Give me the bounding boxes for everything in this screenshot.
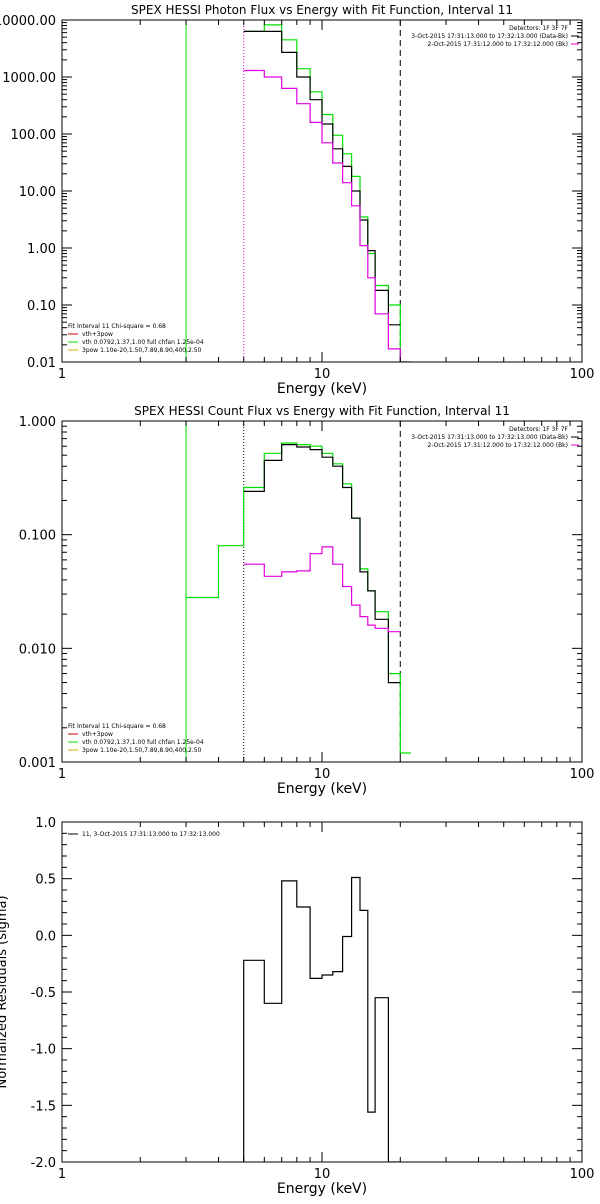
series-vth-3pow [243, 24, 411, 362]
axes-frame [61, 19, 583, 363]
y-tick-label: -1.0 [31, 1043, 56, 1058]
y-tick-label: -2.0 [31, 1156, 56, 1171]
x-tick-label: 100 [570, 367, 595, 382]
legend-left-entry: vth 0.0792,1.37,1.00 full chfan 1.25e-04 [82, 339, 204, 346]
series-data-1 [243, 30, 401, 326]
legend-left-entry: vth 0.0792,1.37,1.00 full chfan 1.25e-04 [82, 739, 204, 746]
series-data-1 [243, 444, 401, 684]
x-tick-label: 10 [314, 1167, 331, 1182]
legend-left-entry: vth+3pow [82, 731, 113, 738]
y-tick-label: 10.00 [19, 185, 56, 200]
legend-left-entry: vth+3pow [82, 331, 113, 338]
y-tick-label: 1.0 [35, 816, 56, 831]
legend-right-entry: 3-Oct-2015 17:31:13.000 to 17:32:13.000 … [411, 434, 568, 441]
y-tick-label: 0.100 [19, 529, 56, 544]
y-tick-label: 0.10 [27, 299, 56, 314]
x-tick-label: 100 [570, 767, 595, 782]
legend-right-entry: Detectors: 1F 3F 7F [509, 426, 568, 433]
x-tick-label: 10 [314, 367, 331, 382]
chart-title: SPEX HESSI Count Flux vs Energy with Fit… [134, 404, 510, 418]
chart-title: SPEX HESSI Photon Flux vs Energy with Fi… [131, 3, 513, 17]
y-tick-label: 10000.00 [0, 14, 56, 29]
legend-right-entry: 2-Oct-2015 17:31:12.000 to 17:32:12.000 … [428, 442, 569, 449]
axes-frame [61, 420, 583, 763]
legend-left-entry: Fit Interval 11 Chi-square = 0.68 [68, 323, 166, 330]
y-tick-label: 0.010 [19, 642, 56, 657]
series-data-0 [243, 876, 401, 1162]
x-tick-label: 10 [314, 767, 331, 782]
series-vth [243, 546, 401, 633]
axes-frame [61, 821, 583, 1163]
series-vth [243, 69, 411, 362]
x-tick-label: 1 [58, 367, 66, 382]
y-tick-label: 0.0 [35, 929, 56, 944]
x-tick-label: 1 [58, 1167, 66, 1182]
series-vth-3pow [186, 442, 411, 754]
y-axis-label: Normalized Residuals (sigma) [0, 895, 10, 1088]
x-axis-label: Energy (keV) [277, 381, 367, 397]
legend-right-entry: 3-Oct-2015 17:31:13.000 to 17:32:13.000 … [411, 33, 568, 40]
y-tick-label: 0.001 [19, 756, 56, 771]
y-tick-label: 0.01 [27, 356, 56, 371]
x-tick-label: 1 [58, 767, 66, 782]
x-tick-label: 100 [570, 1167, 595, 1182]
legend-left-entry: 3pow 1.10e-20,1.50,7.89,8.90,400,2.50 [82, 347, 202, 354]
y-tick-label: 1.00 [27, 242, 56, 257]
legend-right-entry: Detectors: 1F 3F 7F [509, 25, 568, 32]
y-tick-label: 1.000 [19, 415, 56, 430]
y-tick-label: 100.00 [11, 128, 57, 143]
x-axis-label: Energy (keV) [277, 781, 367, 797]
y-tick-label: -0.5 [31, 986, 56, 1001]
y-tick-label: 0.5 [35, 873, 56, 888]
y-tick-label: -1.5 [31, 1099, 56, 1114]
legend-left-entry: Fit Interval 11 Chi-square = 0.68 [68, 723, 166, 730]
legend-right-entry: 2-Oct-2015 17:31:12.000 to 17:32:12.000 … [428, 41, 569, 48]
legend-left-entry: 11, 3-Oct-2015 17:31:13.000 to 17:32:13.… [82, 831, 220, 838]
legend-left-entry: 3pow 1.10e-20,1.50,7.89,8.90,400,2.50 [82, 747, 202, 754]
x-axis-label: Energy (keV) [277, 1181, 367, 1197]
y-tick-label: 1000.00 [2, 71, 56, 86]
